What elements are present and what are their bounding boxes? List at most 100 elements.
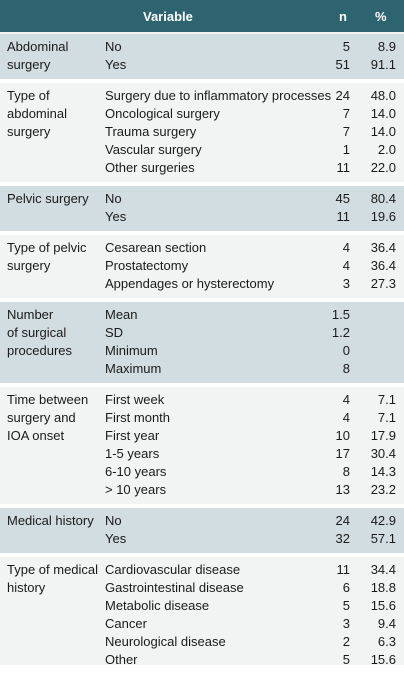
category-cell: Trauma surgery — [105, 124, 197, 139]
n-cell: 1 — [342, 142, 350, 157]
group-label: Time between surgery and IOA onset — [7, 392, 89, 443]
n-cell: 1.5 — [331, 307, 350, 322]
percent-cell: 18.8 — [370, 580, 396, 595]
n-cell: 7 — [342, 124, 350, 139]
category-cell: No — [105, 513, 122, 528]
group-label: Number of surgical procedures — [7, 307, 73, 358]
n-cell: 5 — [342, 652, 350, 667]
header-percent: % — [375, 9, 387, 24]
category-cell: Minimum — [105, 343, 158, 358]
table-row: Gastrointestinal disease 6 18.8 — [0, 579, 404, 597]
group-label: Abdominal surgery — [7, 39, 69, 72]
table-row: First month 4 7.1 — [0, 409, 404, 427]
category-cell: Maximum — [105, 361, 162, 376]
n-cell: 11 — [336, 160, 351, 175]
variable-group: Pelvic surgery No 45 80.4 Yes 11 19.6 — [0, 186, 404, 231]
table-row: Vascular surgery 1 2.0 — [0, 141, 404, 159]
variable-group: Abdominal surgery No 5 8.9 Yes 51 91.1 — [0, 34, 404, 79]
table-row: SD 1.2 — [0, 324, 404, 342]
n-cell: 10 — [335, 428, 350, 443]
percent-cell: 48.0 — [370, 88, 396, 103]
group-divider — [0, 79, 404, 83]
percent-cell: 14.0 — [370, 106, 396, 121]
table-row: No 5 8.9 — [0, 38, 404, 56]
category-cell: Cancer — [105, 616, 147, 631]
group-label: Type of pelvic surgery — [7, 240, 87, 273]
category-cell: > 10 years — [105, 482, 167, 497]
table-row: First week 4 7.1 — [0, 391, 404, 409]
percent-cell: 19.6 — [370, 209, 396, 224]
n-cell: 7 — [342, 106, 350, 121]
table-header: Variable n % — [0, 0, 404, 32]
category-cell: Yes — [105, 531, 127, 546]
percent-cell: 36.4 — [370, 258, 396, 273]
category-cell: Other — [105, 652, 138, 667]
percent-cell: 6.3 — [377, 634, 396, 649]
n-cell: 3 — [342, 616, 350, 631]
percent-cell: 42.9 — [370, 513, 396, 528]
table-row: Surgery due to inflammatory processes 24 4… — [0, 87, 404, 105]
n-cell: 17 — [335, 446, 350, 461]
table-row: Yes 51 91.1 — [0, 56, 404, 74]
percent-cell: 14.0 — [370, 124, 396, 139]
table-row: Neurological disease 2 6.3 — [0, 633, 404, 651]
category-cell: Prostatectomy — [105, 258, 189, 273]
category-cell: SD — [105, 325, 124, 340]
variable-group: Type of pelvic surgery Cesarean section 4 3… — [0, 235, 404, 298]
variable-group: Time between surgery and IOA onset First … — [0, 387, 404, 504]
table-row: Other 5 15.6 — [0, 651, 404, 669]
table-row: No 24 42.9 — [0, 512, 404, 530]
table-row: First year 10 17.9 — [0, 427, 404, 445]
table-row: Metabolic disease 5 15.6 — [0, 597, 404, 615]
group-label: Type of abdominal surgery — [7, 88, 67, 139]
category-cell: Mean — [105, 307, 138, 322]
category-cell: Neurological disease — [105, 634, 226, 649]
category-cell: Vascular surgery — [105, 142, 202, 157]
table-row: > 10 years 13 23.2 — [0, 481, 404, 499]
percent-cell: 2.0 — [377, 142, 396, 157]
category-cell: First year — [105, 428, 160, 443]
header-variable: Variable — [143, 9, 193, 24]
percent-cell: 15.6 — [370, 598, 396, 613]
group-divider — [0, 298, 404, 302]
category-cell: Gastrointestinal disease — [105, 580, 244, 595]
group-divider — [0, 553, 404, 557]
table-row: Cancer 3 9.4 — [0, 615, 404, 633]
percent-cell: 17.9 — [370, 428, 396, 443]
n-cell: 11 — [336, 209, 351, 224]
category-cell: Surgery due to inflammatory processes — [105, 88, 332, 103]
percent-cell: 80.4 — [370, 191, 396, 206]
table-row: Yes 32 57.1 — [0, 530, 404, 548]
group-divider — [0, 383, 404, 387]
n-cell: 2 — [342, 634, 350, 649]
percent-cell: 91.1 — [370, 57, 396, 72]
category-cell: Other surgeries — [105, 160, 195, 175]
percent-cell: 22.0 — [370, 160, 396, 175]
category-cell: First week — [105, 392, 165, 407]
category-cell: Yes — [105, 209, 127, 224]
category-cell: Metabolic disease — [105, 598, 210, 613]
n-cell: 11 — [336, 562, 351, 577]
percent-cell: 15.6 — [370, 652, 396, 667]
table-row: 1-5 years 17 30.4 — [0, 445, 404, 463]
n-cell: 45 — [335, 191, 350, 206]
variable-group: Number of surgical procedures Mean 1.5 SD 1.… — [0, 302, 404, 383]
percent-cell: 34.4 — [370, 562, 396, 577]
percent-cell: 30.4 — [370, 446, 396, 461]
n-cell: 8 — [342, 361, 350, 376]
table-row: Yes 11 19.6 — [0, 208, 404, 226]
group-divider — [0, 504, 404, 508]
table-row: Other surgeries 11 22.0 — [0, 159, 404, 177]
percent-cell: 8.9 — [377, 39, 396, 54]
n-cell: 51 — [335, 57, 350, 72]
percent-cell: 36.4 — [370, 240, 396, 255]
category-cell: Yes — [105, 57, 127, 72]
n-cell: 5 — [342, 39, 350, 54]
table-row: No 45 80.4 — [0, 190, 404, 208]
category-cell: Cardiovascular disease — [105, 562, 241, 577]
percent-cell: 23.2 — [370, 482, 396, 497]
percent-cell: 7.1 — [377, 392, 396, 407]
table-row: Appendages or hysterectomy 3 27.3 — [0, 275, 404, 293]
table-row: Cardiovascular disease 11 34.4 — [0, 561, 404, 579]
variable-group: Type of abdominal surgery Surgery due to … — [0, 83, 404, 182]
